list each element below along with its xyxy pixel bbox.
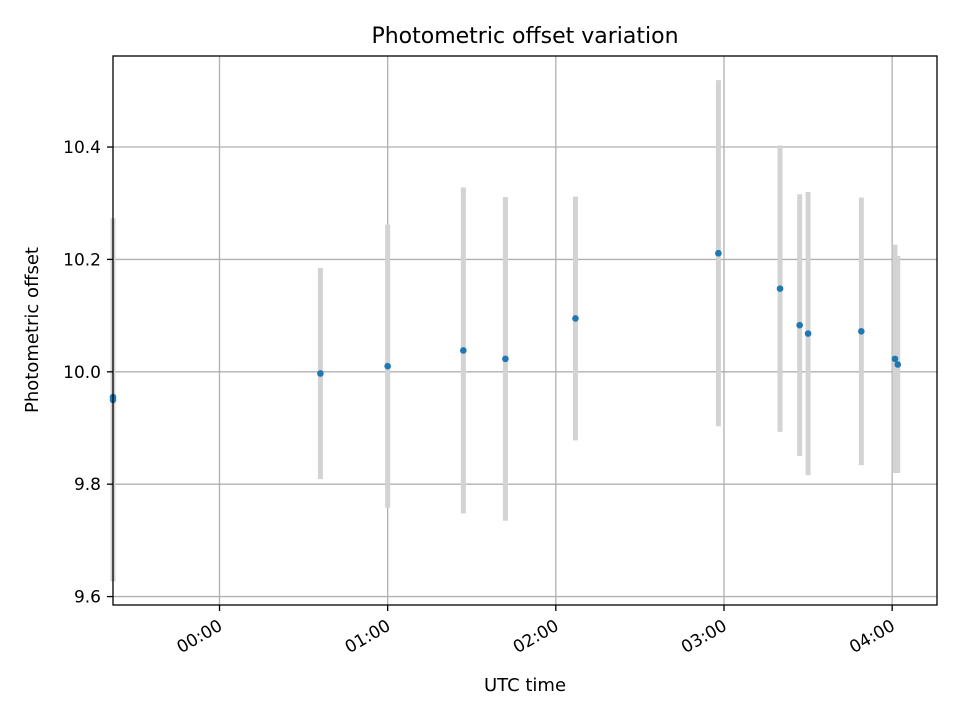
data-point — [384, 362, 391, 370]
x-tick-label: 02:00 — [510, 616, 562, 658]
data-point — [891, 355, 899, 363]
x-tick-label: 03:00 — [678, 616, 730, 658]
x-tick-label: 01:00 — [342, 616, 394, 658]
y-tick-label: 9.6 — [74, 588, 101, 608]
y-axis-ticks: 9.6 9.8 10.0 10.2 10.4 — [63, 138, 113, 608]
error-bars — [110, 80, 901, 582]
y-tick-label: 9.8 — [74, 475, 101, 495]
data-point — [804, 330, 812, 337]
x-tick-label: 04:00 — [846, 616, 898, 658]
x-axis-ticks: 00:00 01:00 02:00 03:00 04:00 — [174, 605, 899, 658]
data-point — [502, 355, 509, 363]
data-point — [776, 285, 784, 292]
data-point — [894, 361, 902, 368]
y-tick-label: 10.2 — [63, 250, 101, 270]
y-tick-label: 10.0 — [63, 363, 101, 383]
y-tick-label: 10.4 — [63, 138, 101, 158]
data-point — [572, 315, 579, 322]
grid — [113, 56, 937, 605]
data-point — [858, 328, 865, 335]
chart-title: Photometric offset variation — [371, 24, 678, 49]
plot-frame — [112, 55, 938, 606]
x-axis-label: UTC time — [484, 675, 566, 696]
data-point — [460, 347, 467, 354]
data-point — [317, 370, 324, 377]
x-tick-label: 00:00 — [174, 616, 226, 658]
y-axis-label: Photometric offset — [22, 247, 43, 413]
data-point — [715, 249, 722, 257]
data-point — [796, 321, 803, 329]
data-points — [109, 249, 902, 404]
